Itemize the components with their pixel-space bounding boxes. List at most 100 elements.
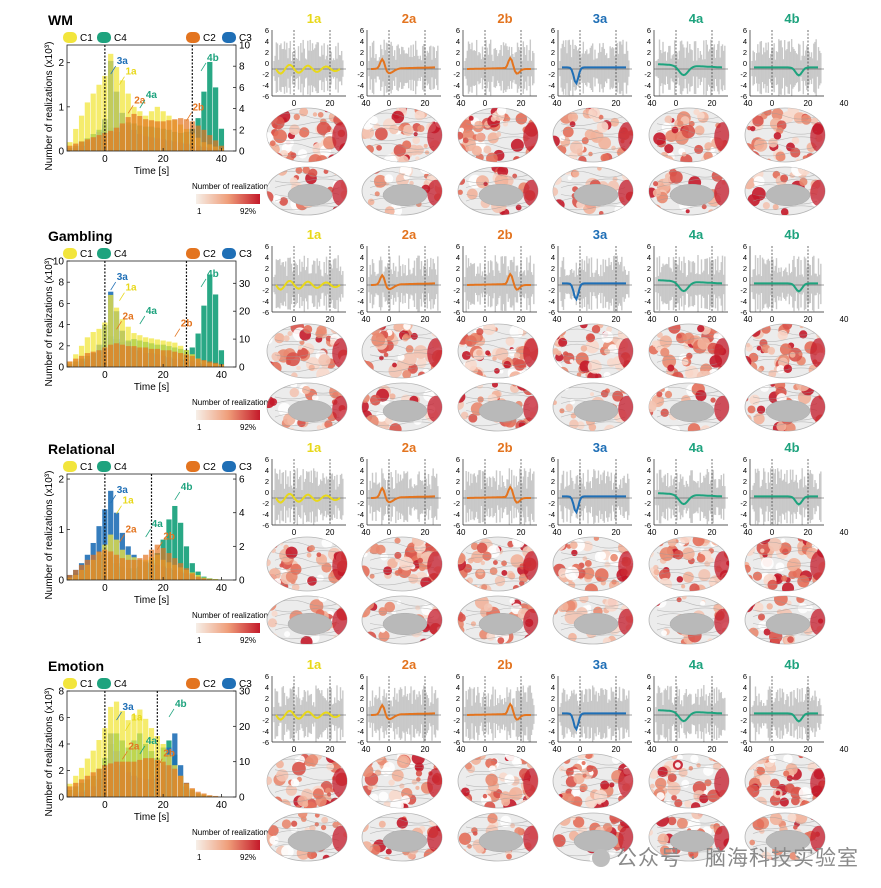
panel-title: Emotion <box>48 658 104 674</box>
profile-label: 4b <box>784 227 799 242</box>
profile-y-tick-label: 0 <box>551 59 555 68</box>
profile-y-tick-label: 0 <box>551 488 555 497</box>
hist-bar-c2 <box>96 350 102 367</box>
legend-label-c1: C1 <box>80 33 93 44</box>
profile-y-tick-label: -4 <box>357 297 364 306</box>
profile-x-tick-label: 40 <box>744 99 753 108</box>
profile-y-tick-label: -2 <box>644 286 651 295</box>
brain-medial-view <box>266 382 348 432</box>
hist-bar-c2 <box>178 353 184 367</box>
hist-bar-c2 <box>160 548 166 580</box>
y-tick-label-right: 2 <box>239 125 245 136</box>
peak-label-4a: 4a <box>146 90 158 101</box>
profile-y-tick-label: 6 <box>265 26 269 35</box>
brain-lateral-view <box>648 536 730 592</box>
profile-4b: 4b -6 -4 -2 0 2 4 6 0 20 40 <box>740 227 849 432</box>
profile-y-tick-label: 2 <box>456 48 460 57</box>
hist-bar-c2 <box>143 554 149 580</box>
colorbar-min-label: 1 <box>197 423 202 432</box>
hist-bar-c2 <box>96 551 102 580</box>
profile-y-tick-label: -6 <box>453 521 460 530</box>
hist-bar-c2 <box>195 791 201 797</box>
hist-bar-c4 <box>207 61 213 151</box>
peak-pointer <box>122 751 128 760</box>
peak-pointer <box>116 505 122 514</box>
profile-y-tick-label: -4 <box>644 297 651 306</box>
profile-x-tick-label: 0 <box>292 99 297 108</box>
peak-label-4a: 4a <box>152 519 164 530</box>
hist-bar-c2 <box>166 350 172 367</box>
peak-label-2a: 2a <box>128 741 140 752</box>
hist-bar-c1 <box>108 53 114 152</box>
brain-lateral-view <box>552 753 634 809</box>
legend-label-c3: C3 <box>239 679 252 690</box>
hist-bar-c2 <box>125 761 131 797</box>
peak-label-3a: 3a <box>117 56 129 67</box>
profile-y-tick-label: 0 <box>743 59 747 68</box>
profile-y-tick-label: 4 <box>456 253 460 262</box>
peak-pointer <box>119 534 125 543</box>
profile-label: 3a <box>593 11 608 26</box>
x-axis-label: Time [s] <box>134 812 169 823</box>
hist-bar-c2 <box>67 786 73 797</box>
hist-bar-c2 <box>172 351 178 367</box>
profile-label: 4b <box>784 657 799 672</box>
brain-lateral-view <box>744 323 826 379</box>
profile-y-tick-label: -6 <box>740 521 747 530</box>
hist-bar-c2 <box>172 119 178 151</box>
y-tick-label-right: 30 <box>239 279 251 290</box>
profile-y-tick-label: 6 <box>647 455 651 464</box>
profile-y-tick-label: 0 <box>551 275 555 284</box>
profile-x-tick-label: 0 <box>292 745 297 754</box>
peak-pointer <box>156 541 163 550</box>
mean-profile-line <box>467 485 531 504</box>
y-axis-label: Number of realizations (x10³) <box>44 688 55 817</box>
x-tick-label: 20 <box>158 154 170 165</box>
profile-x-tick-label: 20 <box>804 315 813 324</box>
profile-y-tick-label: 4 <box>743 37 747 46</box>
hist-bar-c2 <box>189 355 195 367</box>
profile-y-tick-label: 0 <box>456 275 460 284</box>
brain-lateral-view <box>266 536 348 592</box>
hist-bar-c2 <box>108 551 114 580</box>
brain-lateral-view <box>361 323 443 379</box>
profile-x-tick-label: 40 <box>457 745 466 754</box>
profile-y-tick-label: 6 <box>743 26 747 35</box>
colorbar-max-label: 92% <box>240 853 256 862</box>
panel-title: WM <box>48 12 73 28</box>
hist-bar-c2 <box>195 358 201 367</box>
hist-bar-c2 <box>148 120 155 151</box>
profile-label: 2a <box>402 227 417 242</box>
hist-bar-c2 <box>172 768 178 797</box>
brain-lateral-view <box>361 536 443 592</box>
hist-bar-c2 <box>108 763 114 797</box>
mean-profile-line <box>754 66 818 77</box>
y-tick-label-right: 0 <box>239 363 245 374</box>
hist-bar-c2 <box>143 347 149 367</box>
profile-y-tick-label: 4 <box>647 37 651 46</box>
peak-pointer <box>110 494 117 504</box>
profile-y-tick-label: 6 <box>360 672 364 681</box>
y-tick-label-left: 6 <box>58 713 64 724</box>
brain-medial-view <box>266 166 348 216</box>
peak-pointer <box>168 708 175 718</box>
legend-label-c2: C2 <box>203 462 216 473</box>
peak-pointer <box>110 281 117 291</box>
y-tick-label-left: 2 <box>58 766 64 777</box>
profile-y-tick-label: -2 <box>357 716 364 725</box>
profile-x-tick-label: 40 <box>648 315 657 324</box>
y-axis-label: Number of realizations (x10³) <box>44 42 55 171</box>
profile-y-tick-label: -2 <box>548 716 555 725</box>
hist-bar-c1 <box>84 337 91 367</box>
profile-y-tick-label: 0 <box>647 59 651 68</box>
profile-y-tick-label: 6 <box>456 242 460 251</box>
profile-y-tick-label: 0 <box>456 59 460 68</box>
mean-profile-line <box>754 495 818 506</box>
hist-bar-c2 <box>96 768 102 797</box>
profile-y-tick-label: 4 <box>265 466 269 475</box>
profile-y-tick-label: 2 <box>647 477 651 486</box>
